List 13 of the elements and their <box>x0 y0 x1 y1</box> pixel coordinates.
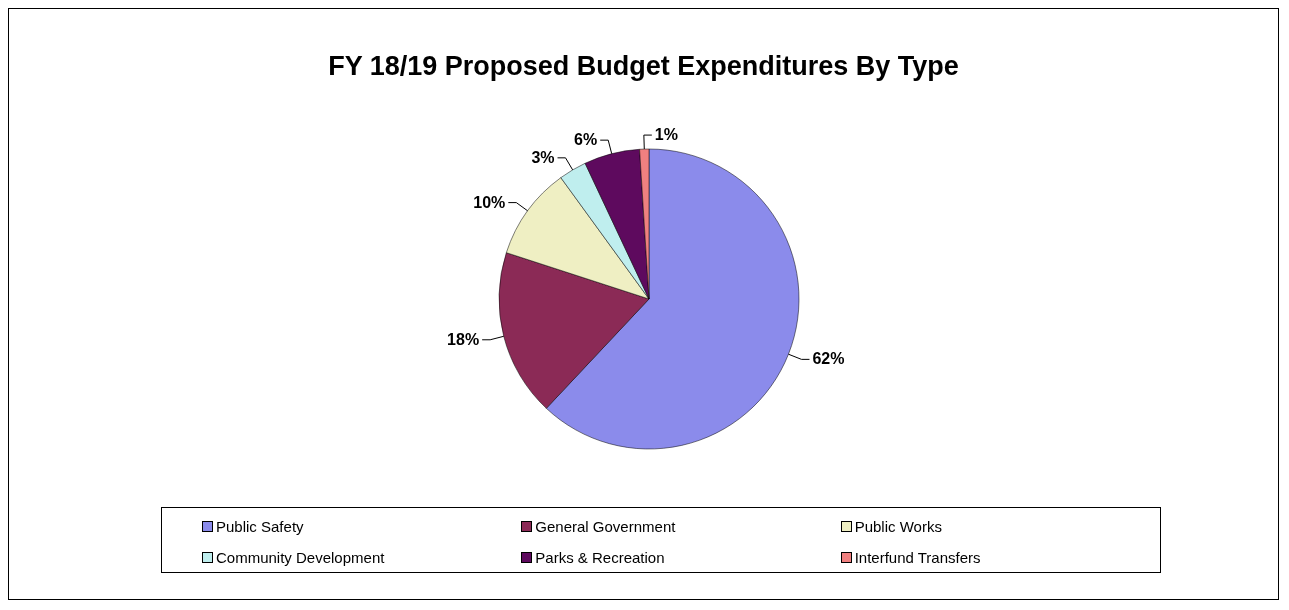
legend-label: Public Safety <box>216 518 304 535</box>
data-label: 1% <box>654 126 678 144</box>
data-label: 18% <box>447 330 480 348</box>
data-label: 10% <box>473 193 506 211</box>
data-label: 6% <box>574 131 598 149</box>
data-label: 62% <box>812 350 845 368</box>
legend-label: Public Works <box>854 518 942 535</box>
legend-label: General Government <box>535 518 676 535</box>
chart-title: FY 18/19 Proposed Budget Expenditures By Type <box>327 51 960 82</box>
legend-label: Community Development <box>216 549 385 566</box>
legend-label: Parks & Recreation <box>535 549 665 566</box>
legend-label: Interfund Transfers <box>854 549 981 566</box>
data-label: 3% <box>531 148 555 166</box>
